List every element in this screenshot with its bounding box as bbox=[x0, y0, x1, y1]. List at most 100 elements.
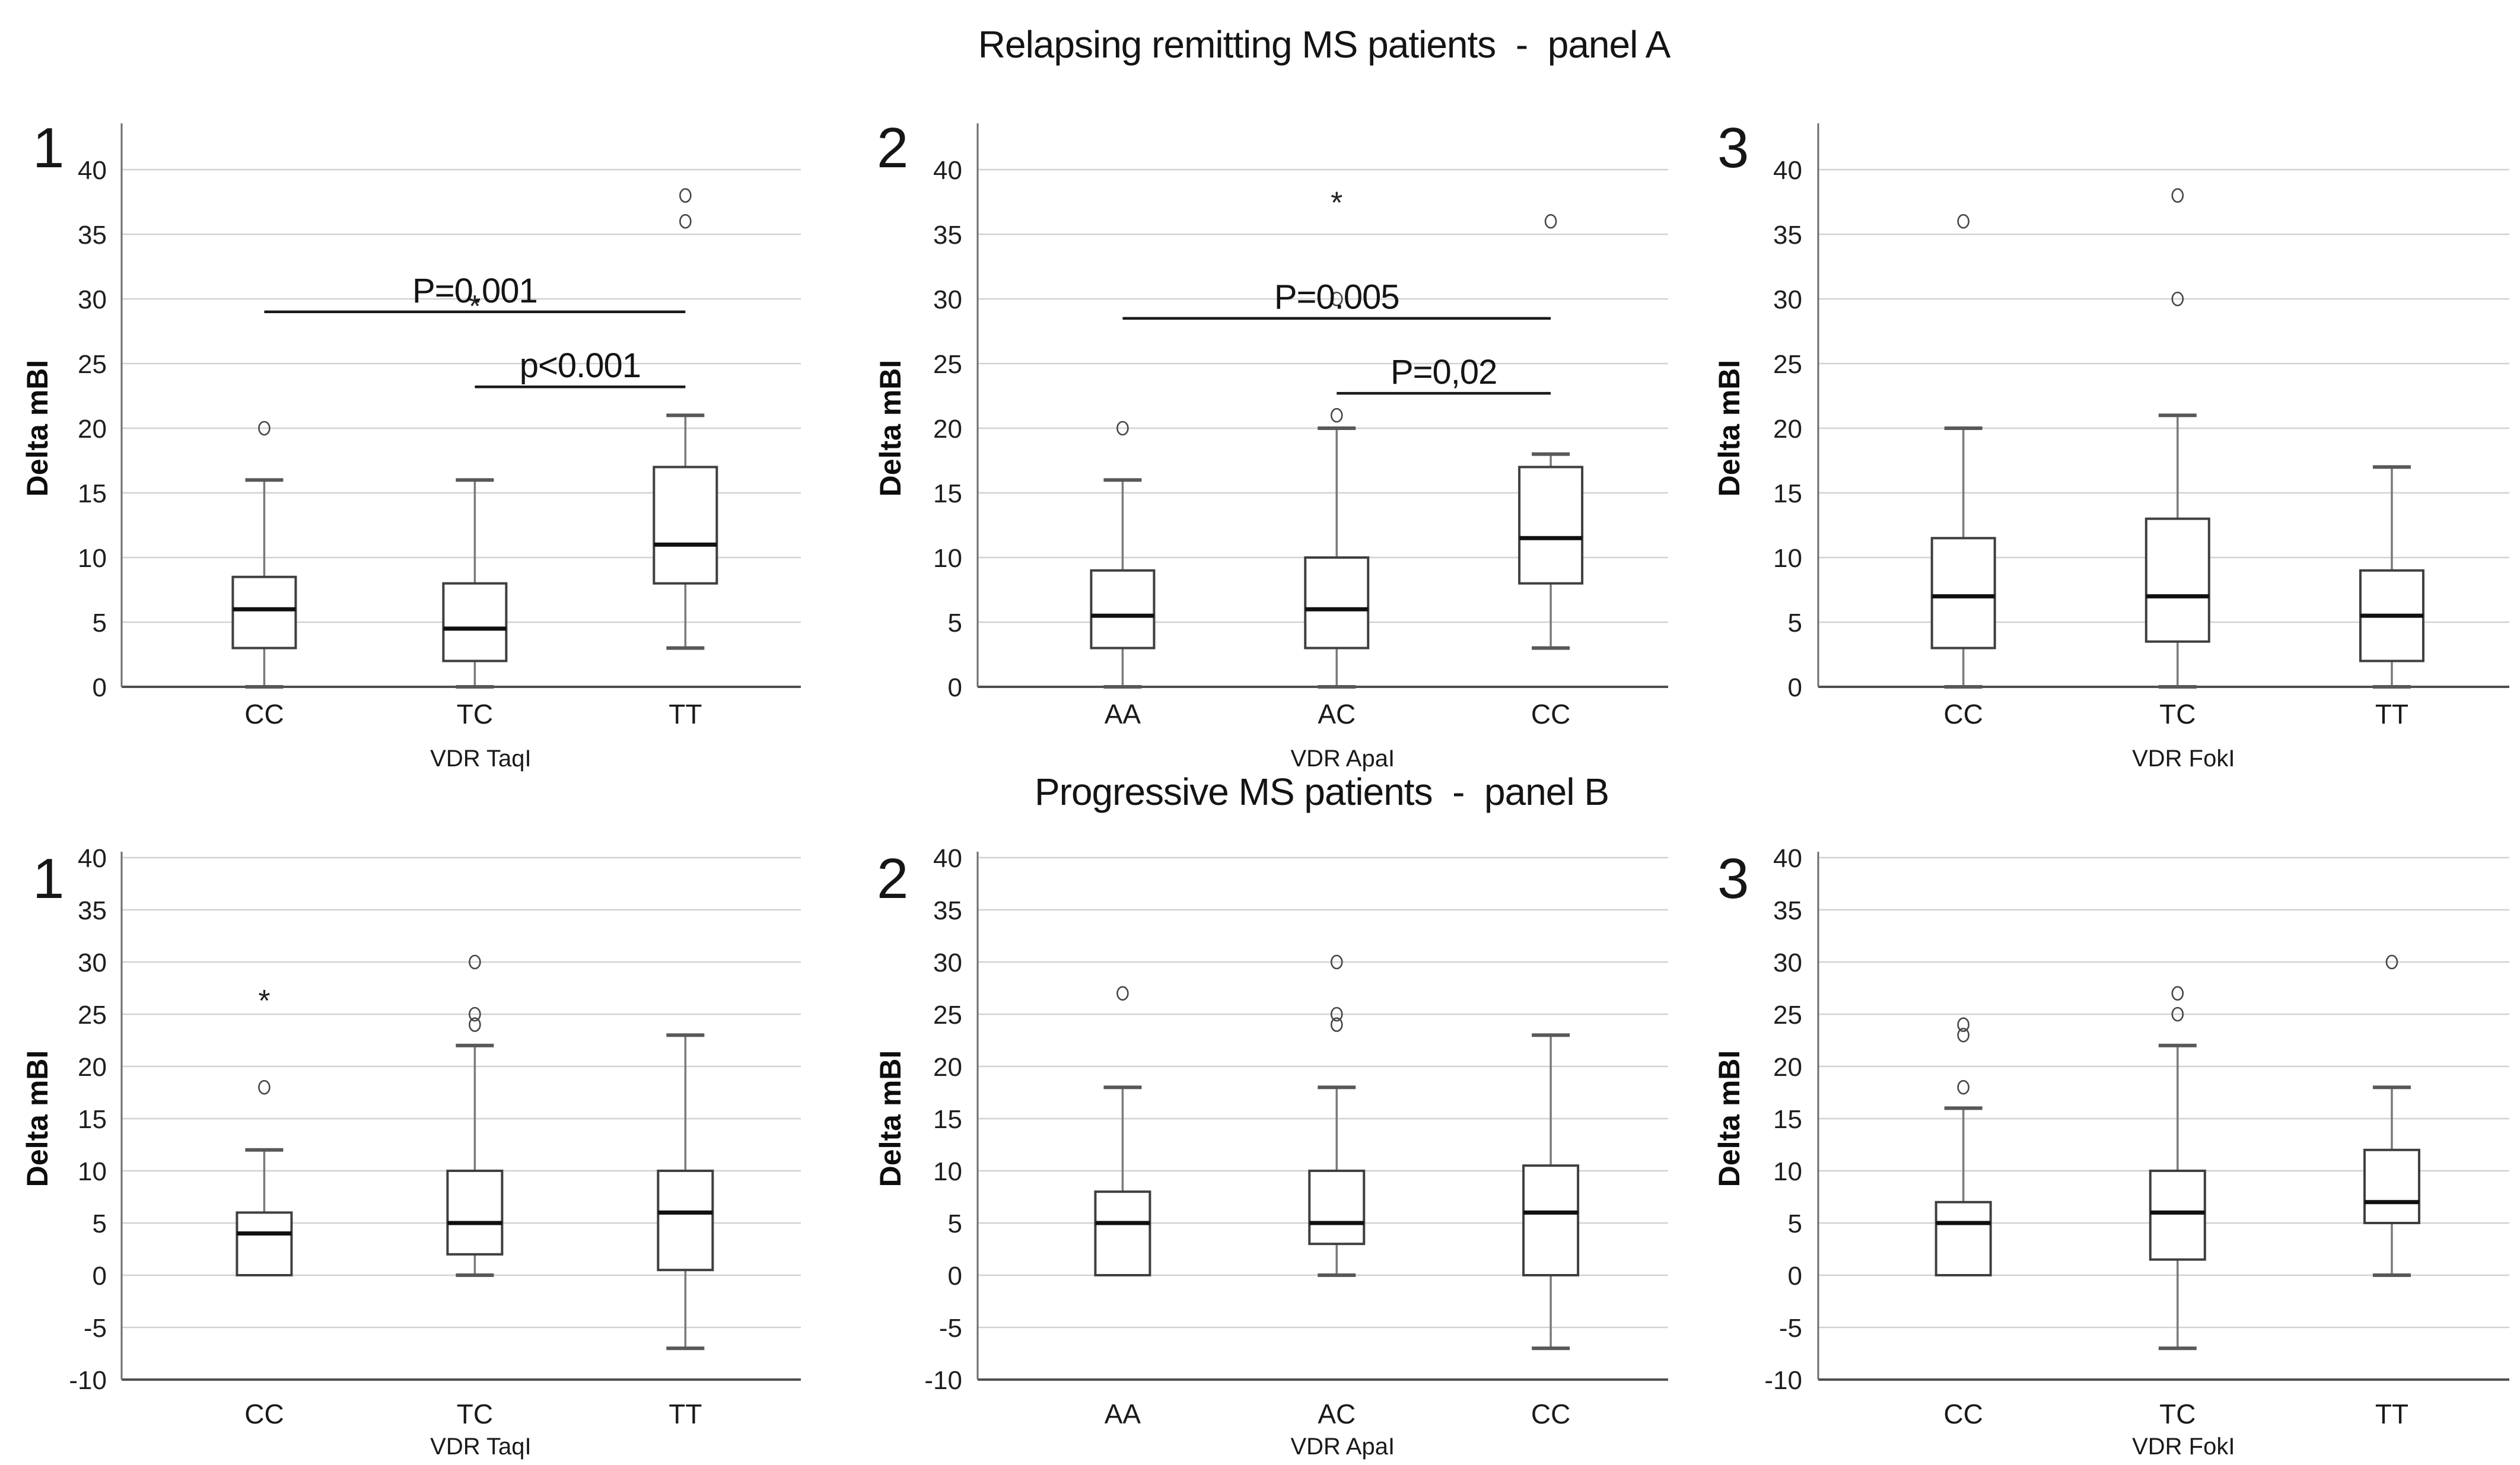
outlier-circle bbox=[1330, 1007, 1343, 1022]
y-tick-label: 10 bbox=[1773, 1157, 1802, 1186]
y-tick-label: 10 bbox=[1773, 544, 1802, 573]
category-label-TC: TC bbox=[457, 1399, 493, 1429]
category-label-TC: TC bbox=[2159, 699, 2196, 730]
y-tick-label: 20 bbox=[1773, 415, 1802, 444]
y-tick-label: -10 bbox=[69, 1366, 107, 1395]
category-label-AA: AA bbox=[1105, 699, 1141, 730]
panel-a-title: Relapsing remitting MS patients - panel … bbox=[978, 23, 1671, 66]
boxplot-B2: 2 -10 -5 0 5 10 15 20 25 30 35 40 Delta mBI AA AC CC VDR… bbox=[842, 842, 1682, 1465]
y-axis-title: Delta mBI bbox=[21, 1050, 54, 1187]
outlier-circle bbox=[1330, 407, 1343, 423]
y-tick-label: 10 bbox=[933, 1157, 962, 1186]
y-tick-label: 5 bbox=[93, 1209, 107, 1238]
x-axis-title: VDR ApaI bbox=[1290, 746, 1395, 772]
significance-label: p<0.001 bbox=[520, 346, 641, 385]
y-tick-label: 30 bbox=[933, 285, 962, 314]
y-tick-label: 0 bbox=[1788, 673, 1802, 702]
y-tick-label: 20 bbox=[933, 1053, 962, 1082]
extreme-outlier-asterisk: * bbox=[1331, 186, 1342, 221]
category-label-TC: TC bbox=[457, 699, 493, 730]
y-tick-label: -10 bbox=[1764, 1366, 1802, 1395]
y-tick-label: -5 bbox=[1779, 1314, 1802, 1343]
outlier-circle bbox=[2171, 1007, 2184, 1022]
outlier-circle bbox=[1544, 214, 1557, 229]
category-label-CC: CC bbox=[244, 699, 284, 730]
y-axis-title: Delta mBI bbox=[1713, 1050, 1746, 1187]
y-tick-label: 35 bbox=[933, 221, 962, 250]
panel-b-title: Progressive MS patients - panel B bbox=[1034, 770, 1609, 813]
outlier-circle bbox=[1116, 986, 1129, 1001]
y-tick-label: 30 bbox=[933, 948, 962, 977]
outlier-circle bbox=[679, 214, 692, 229]
y-tick-label: 35 bbox=[1773, 896, 1802, 925]
outlier-circle bbox=[1957, 1079, 1969, 1095]
y-tick-label: 5 bbox=[948, 609, 962, 638]
x-axis-title: VDR FokI bbox=[2132, 746, 2235, 772]
x-axis-title: VDR FokI bbox=[2132, 1434, 2235, 1460]
outlier-circle bbox=[258, 1079, 271, 1095]
y-tick-label: 25 bbox=[1773, 350, 1802, 379]
y-tick-label: 25 bbox=[78, 350, 107, 379]
outlier-circle bbox=[1957, 214, 1969, 229]
box-TT bbox=[653, 466, 718, 585]
plot-index-label: 1 bbox=[33, 847, 65, 910]
y-tick-label: 0 bbox=[93, 1262, 107, 1291]
y-tick-label: 25 bbox=[933, 1001, 962, 1030]
extreme-outlier-asterisk: * bbox=[469, 289, 481, 324]
boxplot-svg-B1: -10 -5 0 5 10 15 20 25 30 35 40 Delta mBI * CC TC TT VDR… bbox=[21, 844, 801, 1460]
plot-index-label: 2 bbox=[877, 116, 909, 180]
y-tick-label: 40 bbox=[78, 844, 107, 873]
y-tick-label: 40 bbox=[933, 156, 962, 185]
y-tick-label: 30 bbox=[1773, 285, 1802, 314]
y-tick-label: 10 bbox=[78, 544, 107, 573]
category-label-AC: AC bbox=[1318, 1399, 1356, 1429]
outlier-circle bbox=[469, 1017, 481, 1032]
category-label-CC: CC bbox=[1943, 1399, 1983, 1429]
category-label-TT: TT bbox=[669, 1399, 702, 1429]
boxplot-svg-A3: 0 5 10 15 20 25 30 35 40 Delta mBI CC TC TT VDR FokI bbox=[1713, 123, 2509, 772]
box-AA bbox=[1090, 569, 1156, 649]
box-TC bbox=[2144, 517, 2210, 643]
y-axis-title: Delta mBI bbox=[874, 1050, 907, 1187]
outlier-circle bbox=[1957, 1027, 1969, 1043]
x-axis-title: VDR TaqI bbox=[430, 746, 531, 772]
y-tick-label: -10 bbox=[924, 1366, 962, 1395]
box-TC bbox=[446, 1170, 504, 1256]
plot-index-label: 2 bbox=[877, 847, 909, 910]
y-tick-label: 5 bbox=[93, 609, 107, 638]
box-TC bbox=[442, 582, 508, 663]
boxplot-A3: 3 0 5 10 15 20 25 30 35 40 Delta mBI CC TC TT VDR FokI bbox=[1685, 89, 2520, 842]
y-tick-label: 5 bbox=[1788, 609, 1802, 638]
outlier-circle bbox=[2385, 954, 2398, 970]
category-label-AC: AC bbox=[1318, 699, 1356, 730]
y-tick-label: 30 bbox=[78, 948, 107, 977]
outlier-circle bbox=[2171, 291, 2184, 307]
y-tick-label: 5 bbox=[948, 1209, 962, 1238]
y-tick-label: 40 bbox=[1773, 844, 1802, 873]
outlier-circle bbox=[1957, 1017, 1969, 1032]
box-AA bbox=[1094, 1190, 1151, 1277]
boxplot-A2: 2 0 5 10 15 20 25 30 35 40 Delta mBI AA * AC CC VDR Apa… bbox=[842, 89, 1682, 842]
x-axis-title: VDR TaqI bbox=[430, 1434, 531, 1460]
y-tick-label: 15 bbox=[933, 1105, 962, 1134]
y-axis-title: Delta mBI bbox=[21, 360, 54, 497]
category-label-CC: CC bbox=[1531, 699, 1570, 730]
y-tick-label: 40 bbox=[1773, 156, 1802, 185]
box-CC bbox=[236, 1211, 293, 1277]
boxplot-svg-B2: -10 -5 0 5 10 15 20 25 30 35 40 Delta mBI AA AC CC VDR … bbox=[874, 844, 1668, 1460]
y-tick-label: 25 bbox=[933, 350, 962, 379]
y-tick-label: 10 bbox=[78, 1157, 107, 1186]
y-tick-label: 35 bbox=[1773, 221, 1802, 250]
significance-label: P=0,02 bbox=[1391, 353, 1497, 391]
y-tick-label: 25 bbox=[1773, 1001, 1802, 1030]
boxplot-A1: 1 0 5 10 15 20 25 30 35 40 Delta mBI CC * TC TT VDR Taq… bbox=[0, 89, 839, 842]
category-label-TT: TT bbox=[2375, 699, 2408, 730]
y-tick-label: 35 bbox=[933, 896, 962, 925]
y-tick-label: 0 bbox=[1788, 1262, 1802, 1291]
y-tick-label: 15 bbox=[933, 479, 962, 508]
y-tick-label: 35 bbox=[78, 221, 107, 250]
box-AC bbox=[1308, 1170, 1366, 1246]
y-tick-label: 15 bbox=[78, 1105, 107, 1134]
y-tick-label: 20 bbox=[78, 415, 107, 444]
outlier-circle bbox=[2171, 986, 2184, 1001]
